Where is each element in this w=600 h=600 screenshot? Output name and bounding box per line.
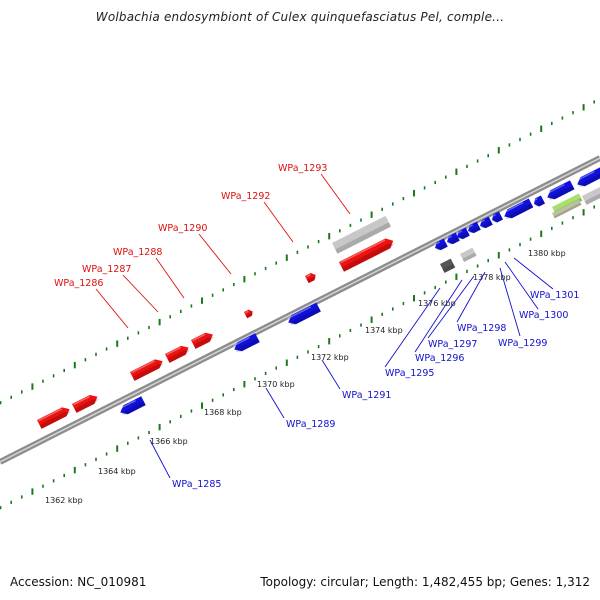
gene-labels[interactable]: WPa_1286 WPa_1287 WPa_1288 WPa_1290 WPa_1292… — [54, 163, 579, 490]
gene-label-text[interactable]: WPa_1293 — [278, 163, 327, 174]
scale-tick-label: 1376 kbp — [418, 299, 456, 308]
gene-green-feature-b[interactable] — [552, 199, 582, 219]
gene-wpa-1301-b[interactable] — [575, 167, 600, 189]
gene-wpa-1288-b[interactable] — [165, 343, 191, 363]
leader-line — [198, 233, 232, 275]
gene-wpa-1286[interactable] — [37, 405, 72, 429]
leader-line — [263, 201, 294, 243]
gene-wpa-1298-a[interactable] — [455, 227, 470, 241]
gene-grey-end[interactable] — [582, 186, 600, 205]
gene-wpa-1300[interactable] — [502, 198, 534, 220]
scale-tick-label: 1378 kbp — [473, 273, 511, 282]
leader-line — [321, 359, 341, 390]
gene-wpa-1287[interactable] — [72, 392, 100, 413]
gene-label-text[interactable]: WPa_1300 — [519, 310, 568, 321]
gene-label[interactable]: WPa_1289 — [265, 387, 335, 430]
gene-wpa-1285[interactable] — [118, 396, 146, 417]
gene-label-text[interactable]: WPa_1288 — [113, 247, 162, 258]
gene-label[interactable]: WPa_1285 — [149, 439, 221, 490]
gene-label[interactable]: WPa_1295 — [384, 287, 441, 379]
leader-line — [265, 387, 285, 419]
gene-label[interactable]: WPa_1290 — [158, 223, 232, 275]
gene-wpa-1299-a[interactable] — [478, 216, 493, 230]
leader-line — [320, 173, 351, 215]
gene-label[interactable]: WPa_1301 — [513, 257, 579, 301]
gene-label[interactable]: WPa_1297 — [427, 275, 477, 350]
gene-wpa-1288-a[interactable] — [130, 357, 165, 381]
gene-label-text[interactable]: WPa_1290 — [158, 223, 207, 234]
leader-line — [149, 439, 171, 479]
leader-line — [499, 267, 521, 337]
leader-line — [384, 287, 441, 368]
gene-label-text[interactable]: WPa_1289 — [286, 419, 335, 430]
gene-label[interactable]: WPa_1296 — [414, 279, 464, 364]
gene-label[interactable]: WPa_1288 — [113, 247, 185, 299]
gene-wpa-1290[interactable] — [191, 330, 215, 349]
scale-tick-label: 1372 kbp — [311, 353, 349, 362]
scale-tick-label: 1380 kbp — [528, 249, 566, 258]
gene-features[interactable] — [37, 167, 600, 429]
gene-label[interactable]: WPa_1293 — [278, 163, 351, 215]
gene-wpa-1293-grey[interactable] — [332, 215, 391, 254]
gene-small-c[interactable] — [532, 195, 545, 208]
leader-line — [456, 271, 486, 323]
accession-text: Accession: NC_010981 — [10, 575, 147, 589]
scale-tick-label: 1374 kbp — [365, 326, 403, 335]
gene-label-text[interactable]: WPa_1291 — [342, 390, 391, 401]
gene-label[interactable]: WPa_1298 — [456, 271, 506, 334]
gene-wpa-1296[interactable] — [460, 247, 477, 263]
tick-row-lower — [0, 205, 596, 510]
leader-line — [513, 257, 554, 290]
scale-labels: 1362 kbp 1364 kbp 1366 kbp 1368 kbp 1370 kbp… — [45, 249, 566, 505]
genome-backbone-highlight — [0, 157, 600, 463]
scale-tick-label: 1362 kbp — [45, 496, 83, 505]
gene-wpa-1289[interactable] — [232, 333, 260, 354]
scale-tick-label: 1366 kbp — [150, 437, 188, 446]
leader-line — [414, 279, 463, 353]
leader-line — [155, 257, 185, 299]
gene-label-text[interactable]: WPa_1301 — [530, 290, 579, 301]
genome-summary: Topology: circular; Length: 1,482,455 bp… — [260, 575, 590, 589]
scale-tick-label: 1364 kbp — [98, 467, 136, 476]
gene-label-text[interactable]: WPa_1299 — [498, 338, 547, 349]
scale-tick-label: 1368 kbp — [204, 408, 242, 417]
gene-label[interactable]: WPa_1292 — [221, 191, 294, 243]
gene-wpa-1291[interactable] — [286, 302, 321, 327]
leader-line — [95, 288, 129, 329]
gene-wpa-1295[interactable] — [440, 258, 456, 273]
scale-tick-label: 1370 kbp — [257, 380, 295, 389]
gene-wpa-1301-a[interactable] — [545, 180, 575, 202]
map-title: Wolbachia endosymbiont of Culex quinquef… — [95, 10, 505, 24]
gene-wpa-1297[interactable] — [433, 238, 448, 252]
gene-label[interactable]: WPa_1291 — [321, 359, 391, 401]
gene-wpa-1293[interactable] — [339, 236, 396, 272]
leader-line — [427, 275, 475, 339]
gene-label-text[interactable]: WPa_1287 — [82, 264, 131, 275]
gene-label-text[interactable]: WPa_1297 — [428, 339, 477, 350]
gene-label-text[interactable]: WPa_1298 — [457, 323, 506, 334]
gene-label-text[interactable]: WPa_1292 — [221, 191, 270, 202]
gene-label[interactable]: WPa_1300 — [504, 261, 568, 321]
tick-row-upper — [0, 100, 596, 405]
gene-small-a[interactable] — [244, 308, 254, 319]
gene-label[interactable]: WPa_1299 — [498, 267, 547, 349]
gene-wpa-1298-b[interactable] — [466, 221, 481, 235]
gene-label-text[interactable]: WPa_1285 — [172, 479, 221, 490]
gene-label-text[interactable]: WPa_1295 — [385, 368, 434, 379]
gene-label-text[interactable]: WPa_1296 — [415, 353, 464, 364]
gene-label-text[interactable]: WPa_1286 — [54, 278, 103, 289]
gene-label[interactable]: WPa_1286 — [54, 278, 129, 329]
leader-line — [122, 274, 159, 313]
gene-small-b[interactable] — [305, 271, 318, 284]
gene-label[interactable]: WPa_1287 — [82, 264, 159, 313]
gene-wpa-1299-b[interactable] — [490, 211, 503, 224]
leader-line — [504, 261, 539, 310]
gene-wpa-1297-b[interactable] — [445, 232, 460, 246]
